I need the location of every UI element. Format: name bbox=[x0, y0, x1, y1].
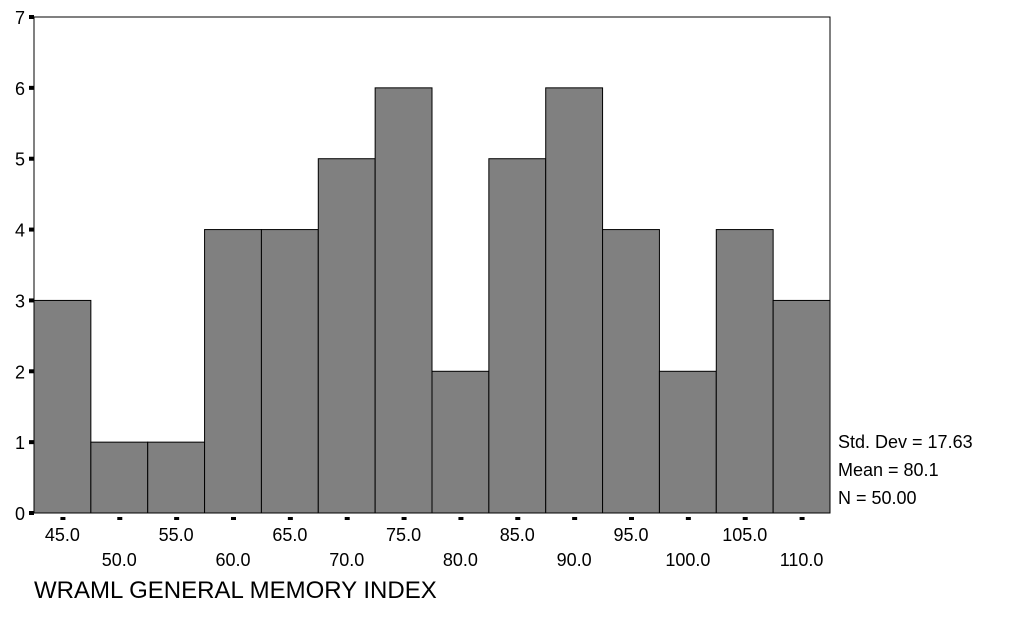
histogram-bar bbox=[90, 441, 149, 514]
y-tick-label: 0 bbox=[15, 504, 25, 524]
x-tick-mark bbox=[742, 517, 748, 520]
x-tick-mark bbox=[685, 517, 691, 520]
y-tick-mark bbox=[29, 369, 34, 374]
x-tick-label: 50.0 bbox=[102, 550, 137, 570]
x-tick-label: 100.0 bbox=[665, 550, 710, 570]
histogram-bar bbox=[488, 158, 547, 514]
x-tick-label: 65.0 bbox=[272, 525, 307, 545]
histogram-bar bbox=[374, 87, 433, 514]
statistics-box: Std. Dev = 17.63 Mean = 80.1 N = 50.00 bbox=[838, 432, 973, 508]
y-tick-mark bbox=[29, 15, 34, 19]
histogram-bar bbox=[772, 299, 831, 514]
y-tick-label: 6 bbox=[15, 79, 25, 99]
x-tick-label: 75.0 bbox=[386, 525, 421, 545]
y-tick-mark bbox=[29, 298, 34, 303]
x-tick-mark bbox=[117, 517, 123, 520]
y-tick-label: 2 bbox=[15, 362, 25, 382]
x-tick-label: 95.0 bbox=[613, 525, 648, 545]
x-tick-mark bbox=[174, 517, 180, 520]
x-tick-mark bbox=[344, 517, 350, 520]
stat-n: N = 50.00 bbox=[838, 488, 917, 508]
x-tick-label: 45.0 bbox=[45, 525, 80, 545]
x-tick-label: 55.0 bbox=[159, 525, 194, 545]
y-tick-label: 3 bbox=[15, 291, 25, 311]
y-tick-label: 5 bbox=[15, 150, 25, 170]
y-tick-label: 7 bbox=[15, 8, 25, 28]
x-tick-mark bbox=[287, 517, 293, 520]
histogram-bar bbox=[33, 299, 92, 514]
x-tick-label: 85.0 bbox=[500, 525, 535, 545]
x-tick-mark bbox=[458, 517, 464, 520]
x-tick-mark bbox=[629, 517, 634, 520]
histogram-bar bbox=[431, 370, 490, 514]
x-tick-mark bbox=[401, 517, 407, 520]
histogram-bar bbox=[204, 229, 262, 514]
y-tick-mark bbox=[29, 156, 34, 161]
histogram-bar bbox=[715, 229, 774, 514]
x-tick-label: 105.0 bbox=[722, 525, 767, 545]
x-tick-label: 90.0 bbox=[557, 550, 592, 570]
y-tick-label: 4 bbox=[15, 221, 25, 241]
y-tick-mark bbox=[29, 440, 34, 445]
x-tick-mark bbox=[799, 517, 805, 520]
y-tick-mark bbox=[29, 85, 34, 90]
histogram-bar bbox=[602, 229, 660, 514]
x-tick-mark bbox=[60, 517, 66, 520]
x-tick-label: 80.0 bbox=[443, 550, 478, 570]
x-axis: 45.0 50.0 55.0 60.0 65.0 70.0 75.0 80.0 85.0 90.0… bbox=[45, 517, 824, 570]
histogram-bar bbox=[260, 229, 319, 514]
histogram-bar bbox=[147, 441, 206, 514]
x-tick-label: 60.0 bbox=[215, 550, 250, 570]
x-tick-mark bbox=[515, 517, 521, 520]
stat-mean: Mean = 80.1 bbox=[838, 460, 939, 480]
histogram-bar bbox=[658, 370, 717, 514]
x-tick-mark bbox=[572, 517, 578, 520]
stat-std-dev: Std. Dev = 17.63 bbox=[838, 432, 973, 452]
y-tick-mark bbox=[29, 511, 34, 515]
y-tick-mark bbox=[29, 227, 34, 232]
x-tick-label: 70.0 bbox=[329, 550, 364, 570]
x-tick-mark bbox=[231, 517, 236, 520]
histogram-bar bbox=[317, 158, 376, 514]
histogram-bar bbox=[545, 87, 604, 514]
y-axis: 0 1 2 3 4 5 6 7 bbox=[15, 8, 34, 524]
x-tick-label: 110.0 bbox=[780, 550, 824, 570]
x-axis-title: WRAML GENERAL MEMORY INDEX bbox=[34, 577, 437, 604]
bars-group bbox=[33, 87, 831, 514]
y-tick-label: 1 bbox=[15, 433, 25, 453]
